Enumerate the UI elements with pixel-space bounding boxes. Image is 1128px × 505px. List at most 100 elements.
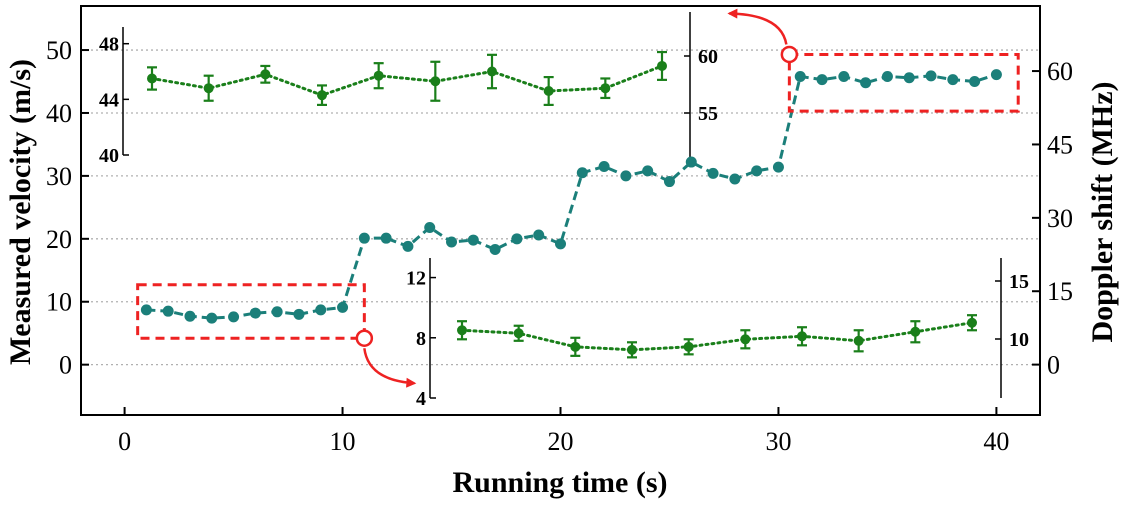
main-point — [555, 238, 566, 250]
inset-right-tick-label: 10 — [1009, 329, 1029, 351]
y-axis-label: Measured velocity (m/s) — [4, 59, 37, 365]
inset-point — [373, 70, 384, 81]
x-tick-label: 10 — [330, 427, 356, 456]
main-point — [794, 70, 806, 82]
inset-right-tick-label: 55 — [698, 103, 718, 125]
y-tick-label: 10 — [46, 288, 72, 317]
inset-upper-left: 40 44 48 55 60 — [99, 12, 718, 167]
main-point — [598, 160, 610, 172]
x-tick-label: 20 — [548, 427, 574, 456]
inset-series-line — [460, 321, 974, 352]
inset-tick-label: 40 — [99, 145, 119, 167]
y-tick-label: 50 — [46, 36, 72, 65]
inset-point — [600, 83, 611, 94]
main-point — [489, 244, 501, 256]
inset-point — [657, 60, 667, 71]
callout-arrow — [363, 348, 417, 388]
main-point — [206, 312, 218, 324]
main-point — [140, 304, 152, 316]
x-axis-label: Running time (s) — [452, 466, 667, 499]
inset-point — [430, 76, 441, 87]
main-point — [925, 70, 937, 82]
callout-arrow — [727, 8, 788, 45]
right-y-tick-label: 0 — [1047, 351, 1060, 380]
main-point — [315, 304, 327, 316]
main-point — [337, 301, 349, 313]
right-y-tick-label: 45 — [1047, 130, 1073, 159]
main-point — [358, 232, 370, 244]
inset-point — [740, 334, 751, 345]
main-point — [816, 74, 828, 86]
main-point — [271, 306, 283, 318]
main-point — [249, 307, 261, 319]
main-point — [576, 167, 588, 179]
main-point — [729, 173, 741, 185]
grid-lines — [81, 49, 1040, 366]
inset-point — [513, 328, 524, 339]
callout-circle — [780, 45, 799, 64]
inset-tick-label: 44 — [99, 89, 119, 111]
main-point — [293, 308, 305, 320]
main-point — [903, 72, 915, 84]
inset-tick-label: 8 — [416, 328, 426, 350]
x-tick-label: 40 — [983, 427, 1009, 456]
x-tick-label: 0 — [118, 427, 131, 456]
inset-series-line — [150, 64, 664, 97]
inset-tick-label: 12 — [406, 268, 426, 290]
inset-tick-label: 48 — [99, 34, 119, 56]
right-y-tick-label: 60 — [1047, 57, 1073, 86]
inset-point — [260, 69, 271, 80]
main-series-line — [146, 73, 997, 320]
main-point — [751, 165, 763, 177]
main-point — [947, 74, 959, 86]
main-point — [838, 70, 850, 82]
main-point — [969, 76, 981, 88]
main-point — [663, 176, 675, 188]
inset-point — [457, 325, 467, 336]
main-point — [446, 236, 458, 248]
inset-point — [203, 83, 214, 94]
main-point — [772, 161, 784, 173]
inset-lower-right: 4 8 12 10 15 — [406, 258, 1029, 410]
plot-frame — [80, 5, 1041, 416]
right-y-tick-label: 15 — [1047, 277, 1073, 306]
main-point — [707, 167, 719, 179]
inset-point — [147, 73, 157, 84]
main-point — [228, 311, 240, 323]
right-y-tick-label: 30 — [1047, 204, 1073, 233]
inset-point — [853, 335, 864, 346]
main-point — [424, 221, 436, 233]
main-point — [990, 69, 1002, 81]
inset-point — [797, 331, 807, 342]
main-point — [402, 240, 414, 252]
inset-point — [627, 344, 637, 355]
main-point — [380, 232, 392, 244]
y-tick-label: 30 — [46, 162, 72, 191]
main-point — [642, 165, 654, 177]
main-point — [184, 310, 196, 322]
x-tick-label: 30 — [765, 427, 791, 456]
main-velocity-series — [140, 69, 1002, 324]
main-point — [467, 234, 479, 246]
main-point — [511, 233, 523, 245]
inset-right-tick-label: 15 — [1009, 271, 1029, 293]
main-point — [620, 170, 632, 182]
axes: 0 10 20 30 40 0 10 20 30 40 50 0 15 30 45 60 — [46, 5, 1073, 456]
inset-point — [317, 90, 327, 101]
main-point — [881, 70, 893, 82]
main-point — [860, 77, 872, 89]
y-tick-label: 0 — [59, 351, 72, 380]
highlight-box — [136, 283, 366, 340]
callout-circle — [355, 329, 374, 347]
main-point — [685, 156, 697, 168]
inset-tick-label: 4 — [416, 388, 426, 410]
inset-right-tick-label: 60 — [698, 46, 718, 68]
highlight-annotations — [136, 8, 1020, 388]
main-point — [533, 229, 545, 241]
main-point — [162, 305, 174, 317]
y-tick-label: 40 — [46, 99, 72, 128]
inset-point — [683, 341, 694, 352]
inset-point — [543, 86, 554, 96]
inset-point — [570, 341, 581, 352]
